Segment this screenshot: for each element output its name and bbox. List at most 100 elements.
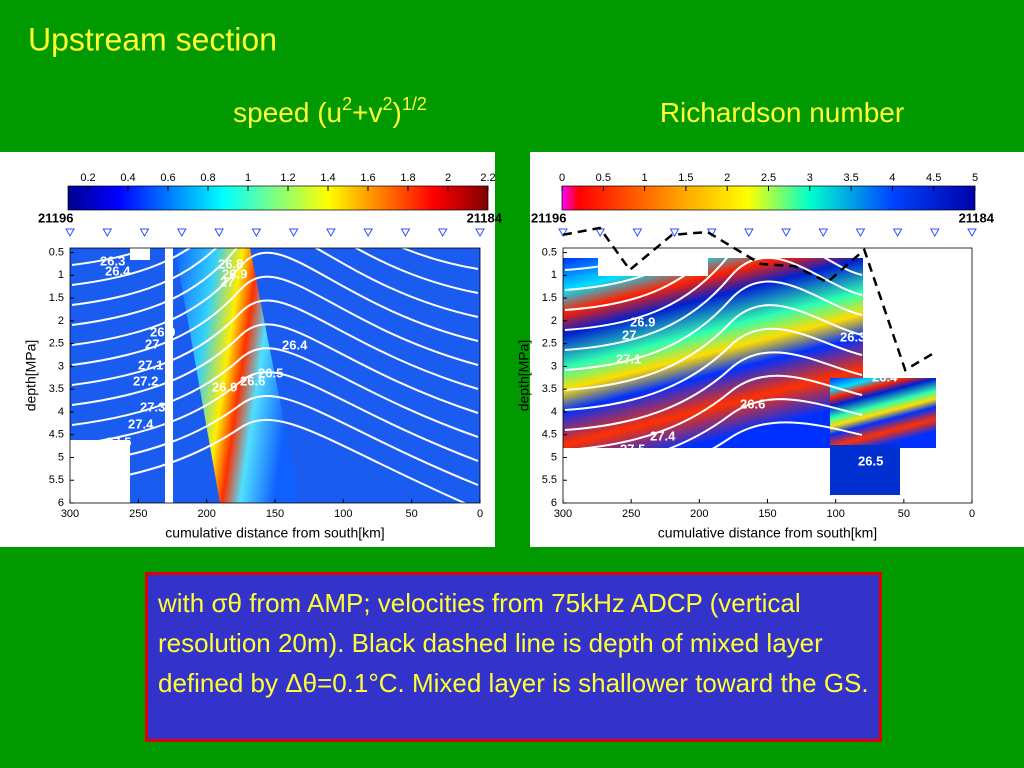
panel-subtitle: speed (u2+v2)1/2 [233,94,427,129]
station-marker [326,228,336,238]
contour-line [71,275,479,366]
x-tick-label: 200 [197,508,215,520]
x-tick-label: 150 [266,508,284,520]
contour-label: 27.2 [133,373,158,388]
station-label: 21196 [38,210,73,225]
station-label: 21184 [467,210,503,225]
contour-label: 26.9 [222,266,247,281]
contour-label: 26.9 [630,314,655,329]
panel-subtitle: Richardson number [660,97,904,128]
station-label: 21196 [531,210,566,225]
subtitle-part: +v [352,97,382,128]
contour-line [564,398,863,471]
contour-line [71,156,479,266]
station-marker [363,228,374,238]
contour-label: 26.4 [872,369,898,384]
contour-label: 26.4 [105,263,131,278]
contour-line [564,233,863,331]
contour-line [71,395,479,486]
colorbar-tick-label: 2 [445,172,451,184]
colorbar-tick-label: 0 [559,172,565,184]
contour-line [564,280,863,371]
x-tick-label: 300 [61,508,79,520]
colorbar-tick-label: 3 [807,172,813,184]
x-tick-label: 0 [477,508,483,520]
x-tick-label: 0 [969,508,975,520]
colorbar-tick-label: 0.6 [160,172,175,184]
y-axis-label: depth[MPa] [516,340,532,412]
station-marker [176,228,187,238]
x-tick-label: 250 [129,508,147,520]
colorbar-tick-label: 5 [972,172,978,184]
contour-label: 27.5 [620,441,645,456]
no-data [638,448,830,503]
contour-label: 27 [220,274,234,289]
contour-label: 26.6 [240,373,265,388]
subtitle-part: speed (u [233,97,342,128]
station-marker [288,228,299,238]
caption: with σθ from AMP; velocities from 75kHz … [158,588,869,698]
y-tick-label: 1 [551,269,557,281]
y-tick-label: 2 [551,315,557,327]
colorbar-tick-label: 2.2 [480,172,495,184]
station-marker [139,228,150,238]
y-tick-label: 5 [58,451,64,463]
y-tick-label: 4.5 [49,429,64,441]
contours [71,156,863,510]
station-marker [669,228,680,238]
contour-label: 26.4 [282,337,308,352]
y-tick-label: 6 [551,497,557,509]
colorbar-tick-label: 1.8 [400,172,415,184]
y-tick-label: 3 [58,360,64,372]
ri-field [830,445,900,495]
mixed-layer-line [562,226,936,372]
station-marker [781,228,791,238]
station-marker [65,228,75,238]
colorbar-tick-label: 4 [889,172,895,184]
x-tick-label: 200 [690,508,708,520]
colorbar-tick-label: 0.4 [120,172,135,184]
caption-box: with σθ from AMP; velocities from 75kHz … [145,572,882,742]
contour-label: 27.5 [106,434,131,449]
subtitle-part: Richardson number [660,97,904,128]
station-marker [744,228,754,238]
contour-line [564,256,863,351]
x-tick-label: 50 [406,508,418,520]
colorbar-tick-label: 2.5 [761,172,776,184]
colorbar [67,185,489,211]
slide-title: Upstream section [28,21,277,57]
station-marker [855,228,866,238]
station-marker [967,228,977,238]
y-tick-label: 3.5 [542,383,557,395]
contour-line [564,327,863,411]
no-data [70,440,130,503]
x-tick-label: 250 [622,508,640,520]
contour-line [71,204,479,306]
contour-label: 27 [145,336,159,351]
station-marker [437,228,448,238]
jet-core [175,248,300,503]
colorbar-tick-label: 1.2 [280,172,295,184]
y-tick-label: 5 [551,451,557,463]
colorbar-tick-label: 0.8 [200,172,215,184]
y-tick-label: 0.5 [542,246,557,258]
contour-label: 26.5 [858,453,883,468]
colorbar-tick-label: 0.5 [596,172,611,184]
contour-label: 26.9 [150,324,175,339]
contour-line [71,323,479,414]
no-data [130,248,150,260]
y-tick-label: 5.5 [542,474,557,486]
y-tick-label: 5.5 [49,474,64,486]
station-marker [818,228,829,238]
contour-label: 26.6 [740,396,765,411]
contour-line [564,304,863,391]
y-tick-label: 1.5 [49,292,64,304]
y-tick-label: 1.5 [542,292,557,304]
contour-label: 27.4 [128,416,154,431]
y-tick-label: 4 [58,406,64,418]
contour-label: 27.3 [140,399,165,414]
contour-line [564,374,863,451]
contour-line [71,347,479,438]
ri-field [563,258,863,448]
